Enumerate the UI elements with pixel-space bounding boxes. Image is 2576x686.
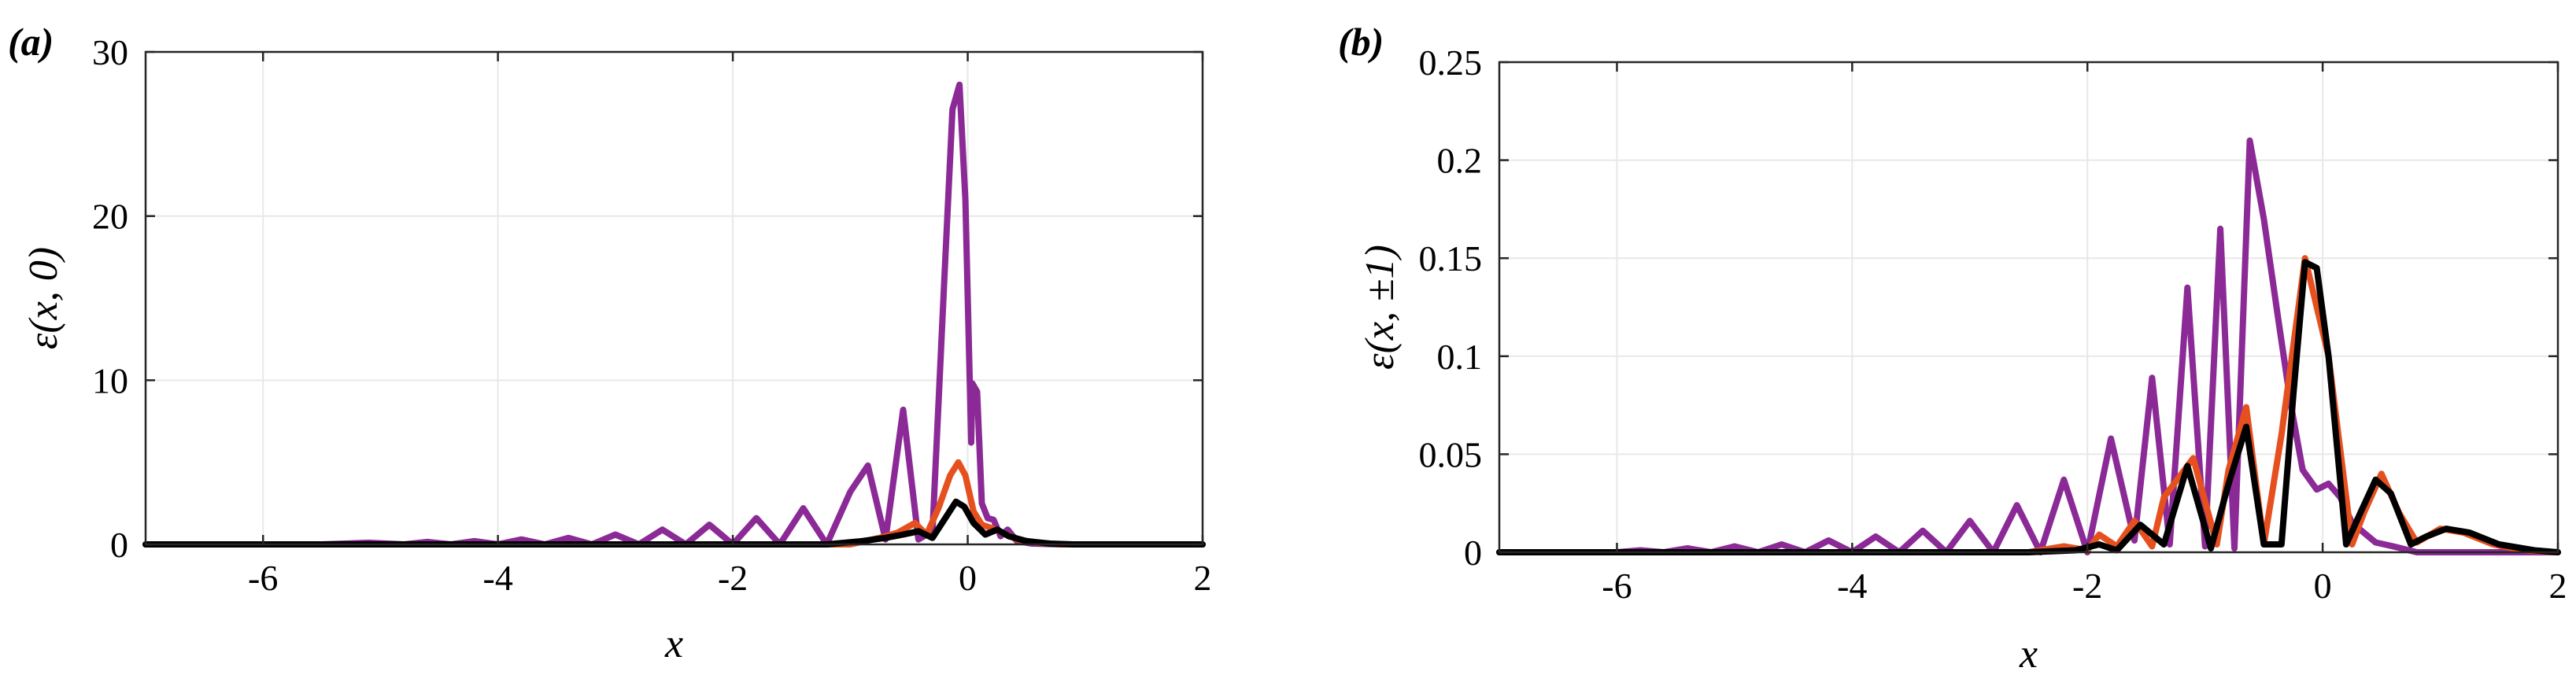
axes-frame	[1498, 61, 2559, 554]
y-tick-label: 0	[1464, 533, 1482, 573]
axes-frame	[144, 50, 1204, 546]
x-tick-label: 2	[2549, 566, 2567, 606]
y-tick-label: 0.05	[1419, 434, 1483, 474]
x-tick-label: -4	[483, 558, 513, 598]
y-tick-label: 10	[92, 360, 128, 400]
series-line-orange	[142, 459, 1206, 548]
x-tick-label: 2	[1194, 558, 1212, 598]
series-line-purple	[1496, 137, 2561, 555]
x-axis-label: x	[664, 621, 683, 666]
x-tick-label: -6	[248, 558, 278, 598]
y-tick-label: 0	[110, 525, 128, 565]
series-line-black	[1496, 259, 2561, 555]
x-tick-label: -2	[2072, 566, 2102, 606]
y-axis-label: ε(x, ±1)	[1358, 245, 1403, 370]
series-line-black	[142, 498, 1206, 548]
y-tick-label: 30	[92, 32, 128, 72]
y-tick-label: 0.15	[1419, 238, 1483, 278]
y-axis-label: ε(x, 0)	[21, 247, 66, 349]
x-tick-label: -6	[1602, 566, 1632, 606]
y-tick-label: 0.2	[1437, 141, 1483, 181]
panel-label: (b)	[1338, 20, 1384, 64]
x-tick-label: -4	[1837, 566, 1867, 606]
y-tick-label: 0.25	[1419, 42, 1483, 83]
series-line-purple	[142, 81, 1206, 548]
x-tick-label: 0	[2314, 566, 2332, 606]
y-tick-label: 20	[92, 197, 128, 237]
panel-b: -6 -4 -2 0 2 0 0.05 0.1 0.15 0.2 0.25 x ε(x, ±1) (b)	[1338, 20, 2567, 677]
x-axis-label: x	[2019, 632, 2038, 677]
y-tick-label: 0.1	[1437, 337, 1483, 377]
panel-label: (a)	[8, 20, 54, 64]
x-tick-label: -2	[718, 558, 748, 598]
x-tick-label: 0	[959, 558, 977, 598]
